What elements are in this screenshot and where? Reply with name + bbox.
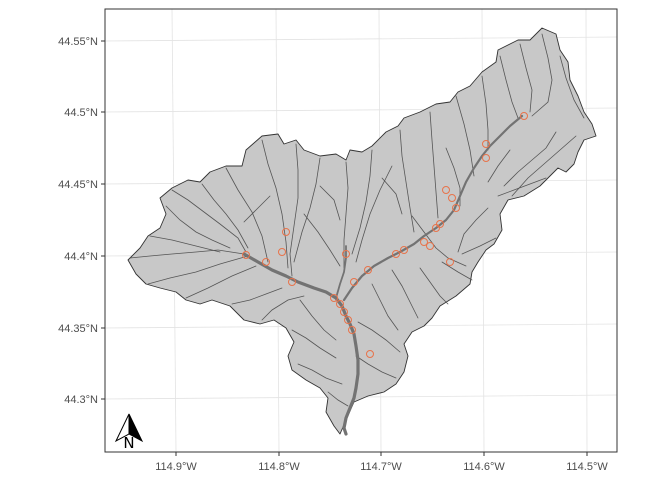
x-tick-label: 114.9°W [155,461,197,473]
watershed-boundary [127,27,597,435]
y-tick-label: 44.55°N [58,36,98,48]
x-axis: 114.9°W 114.8°W 114.7°W 114.6°W 114.5°W [155,461,608,473]
y-tick-label: 44.35°N [58,323,98,335]
north-arrow-label: N [123,434,134,452]
y-tick-label: 44.4°N [64,251,98,263]
main-channel [242,252,360,436]
panel-border [104,8,618,453]
x-tick-label: 114.7°W [360,461,402,473]
x-tick-label: 114.6°W [463,461,505,473]
x-tick-label: 114.5°W [566,461,608,473]
y-axis: 44.3°N 44.35°N 44.4°N 44.45°N 44.5°N 44.… [58,36,98,406]
north-arrow-icon-shade [128,413,144,443]
y-tick-label: 44.45°N [58,179,98,191]
y-tick-label: 44.5°N [64,107,98,119]
x-tick-label: 114.8°W [258,461,300,473]
main-channel-north-fork [335,245,347,299]
stream-network [129,33,585,407]
north-arrow: N [114,413,144,452]
sample-sites [242,112,528,358]
main-channel-east-fork [342,114,524,302]
y-tick-label: 44.3°N [64,394,98,406]
axis-ticks [101,40,588,456]
